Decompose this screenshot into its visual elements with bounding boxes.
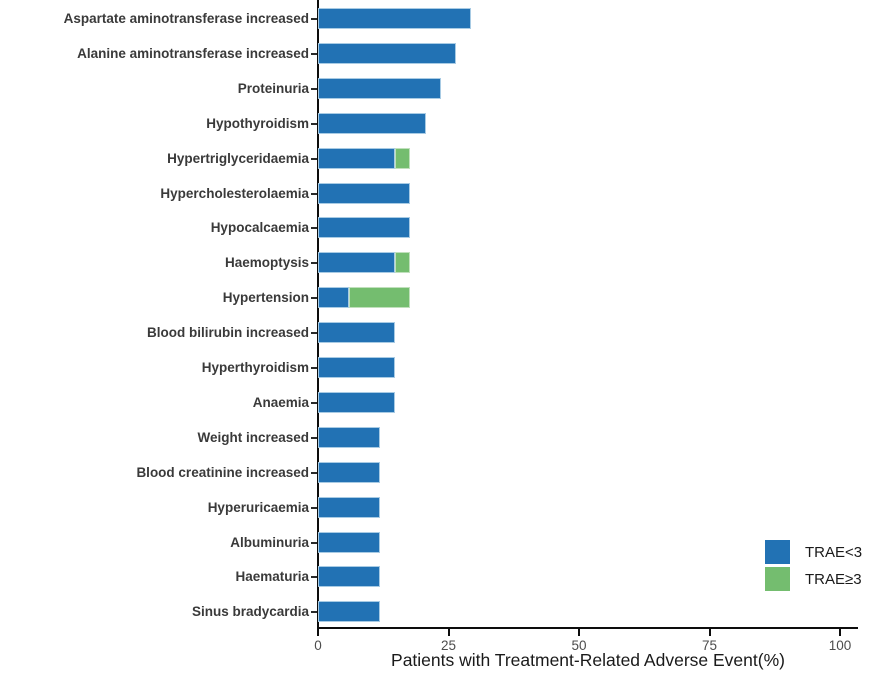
bar-segment-trae-lt3 xyxy=(318,182,410,204)
category-label: Sinus bradycardia xyxy=(191,604,309,620)
bar-segment-trae-lt3 xyxy=(318,217,410,239)
x-axis-tick xyxy=(708,629,711,636)
bar-segment-trae-lt3 xyxy=(318,42,457,64)
x-axis-tick xyxy=(578,629,580,636)
category-label: Proteinuria xyxy=(237,80,309,96)
category-tick xyxy=(311,227,317,230)
category-label: Hypothyroidism xyxy=(206,115,309,131)
category-tick xyxy=(311,297,317,300)
x-axis-tick-label: 100 xyxy=(828,638,852,653)
category-tick xyxy=(311,436,317,439)
category-label: Hypercholesterolaemia xyxy=(160,185,309,201)
category-tick xyxy=(311,576,317,579)
x-axis-tick xyxy=(317,629,319,636)
bar-segment-trae-ge3 xyxy=(348,287,411,309)
x-axis-line xyxy=(317,627,858,629)
bar-segment-trae-ge3 xyxy=(394,147,410,169)
legend-label: TRAE<3 xyxy=(805,543,863,561)
category-label: Weight increased xyxy=(197,429,309,445)
bar-segment-trae-lt3 xyxy=(318,8,472,29)
category-tick xyxy=(311,471,317,474)
category-tick xyxy=(311,192,317,195)
category-label: Alanine aminotransferase increased xyxy=(77,45,309,61)
category-label: Hypocalcaemia xyxy=(210,220,309,236)
category-tick xyxy=(311,611,317,614)
bar-segment-trae-lt3 xyxy=(318,252,395,274)
bar-segment-trae-lt3 xyxy=(318,461,380,483)
bar-segment-trae-lt3 xyxy=(318,357,395,378)
category-tick xyxy=(311,122,317,125)
x-axis-tick xyxy=(839,629,841,636)
category-tick xyxy=(311,506,317,509)
legend-item: TRAE<3 xyxy=(765,540,862,564)
x-axis-tick-label: 25 xyxy=(440,638,457,653)
y-axis-line xyxy=(317,0,319,629)
category-label: Aspartate aminotransferase increased xyxy=(63,11,309,26)
category-tick xyxy=(311,332,317,335)
bar-segment-trae-lt3 xyxy=(318,601,380,623)
x-axis-tick-label: 75 xyxy=(701,638,718,653)
category-tick xyxy=(311,18,317,20)
bar-segment-trae-lt3 xyxy=(318,531,380,553)
category-label: Blood creatinine increased xyxy=(136,464,309,480)
category-label: Hyperthyroidism xyxy=(201,360,309,375)
category-tick xyxy=(311,541,317,544)
category-tick xyxy=(311,157,317,160)
category-tick xyxy=(311,367,317,369)
legend: TRAE<3 TRAE≥3 xyxy=(765,540,862,594)
bar-segment-trae-lt3 xyxy=(318,391,395,413)
category-label: Hypertension xyxy=(222,290,309,306)
bar-segment-trae-lt3 xyxy=(318,112,426,134)
x-axis-tick xyxy=(447,629,450,636)
category-label: Albuminuria xyxy=(230,534,309,550)
bar-segment-trae-lt3 xyxy=(318,426,380,448)
category-tick xyxy=(311,52,317,55)
legend-item: TRAE≥3 xyxy=(765,567,862,591)
category-label: Hypertriglyceridaemia xyxy=(167,150,309,166)
legend-swatch-trae-ge3 xyxy=(765,567,790,591)
bar-segment-trae-ge3 xyxy=(394,252,410,274)
x-axis-tick-label: 0 xyxy=(314,638,322,653)
bar-segment-trae-lt3 xyxy=(318,287,349,309)
legend-swatch-trae-lt3 xyxy=(765,540,790,564)
category-label: Anaemia xyxy=(252,394,309,410)
bar-segment-trae-lt3 xyxy=(318,77,441,99)
bar-segment-trae-lt3 xyxy=(318,566,380,588)
category-tick xyxy=(311,262,317,265)
category-label: Hyperuricaemia xyxy=(207,499,309,515)
category-label: Haematuria xyxy=(235,569,309,585)
category-tick xyxy=(311,401,317,404)
bar-segment-trae-lt3 xyxy=(318,147,395,169)
x-axis-title: Patients with Treatment-Related Adverse … xyxy=(391,650,785,670)
category-label: Blood bilirubin increased xyxy=(146,325,309,341)
bar-segment-trae-lt3 xyxy=(318,322,395,344)
legend-label: TRAE≥3 xyxy=(805,570,862,588)
bar-segment-trae-lt3 xyxy=(318,496,380,518)
category-tick xyxy=(311,87,317,90)
category-label: Haemoptysis xyxy=(224,255,309,271)
x-axis-tick-label: 50 xyxy=(571,638,587,653)
